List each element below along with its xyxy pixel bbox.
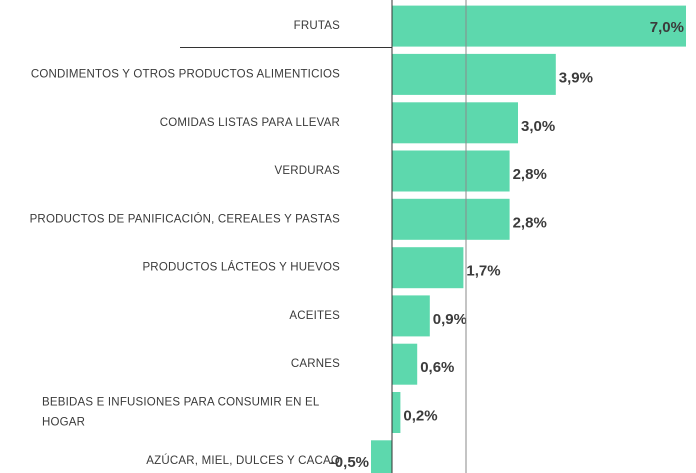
category-label: CONDIMENTOS Y OTROS PRODUCTOS ALIMENTICI… bbox=[31, 68, 340, 80]
category-labels: FRUTAS CONDIMENTOS Y OTROS PRODUCTOS ALIM… bbox=[30, 20, 341, 467]
bar-8 bbox=[392, 343, 418, 385]
value-label: 0,9% bbox=[433, 311, 467, 328]
bar-2 bbox=[392, 53, 556, 95]
value-label: -0,5% bbox=[330, 454, 369, 471]
value-labels: 7,0% 3,9% 3,0% 2,8% 2,8% 1,7% 0,9% 0,6% 0,2% -0,5… bbox=[330, 19, 684, 471]
bar-10 bbox=[371, 440, 392, 473]
value-label: 7,0% bbox=[650, 19, 684, 36]
category-label: FRUTAS bbox=[294, 20, 340, 32]
category-label: VERDURAS bbox=[274, 165, 340, 177]
value-label: 3,0% bbox=[521, 118, 555, 135]
category-label: CARNES bbox=[291, 358, 340, 370]
category-label: HOGAR bbox=[42, 417, 85, 429]
category-label: PRODUCTOS LÁCTEOS Y HUEVOS bbox=[142, 261, 340, 274]
bar-3 bbox=[392, 102, 518, 144]
axes bbox=[180, 0, 467, 473]
value-label: 1,7% bbox=[466, 263, 500, 280]
bar-5 bbox=[392, 198, 510, 240]
category-label: COMIDAS LISTAS PARA LLEVAR bbox=[160, 117, 340, 129]
bar-6 bbox=[392, 247, 464, 289]
category-label: ACEITES bbox=[289, 310, 340, 322]
value-label: 0,6% bbox=[420, 359, 454, 376]
category-label: AZÚCAR, MIEL, DULCES Y CACAO bbox=[146, 454, 340, 467]
value-label: 3,9% bbox=[559, 69, 593, 86]
category-label: PRODUCTOS DE PANIFICACIÓN, CEREALES Y PA… bbox=[30, 212, 341, 225]
value-label: 2,8% bbox=[513, 166, 547, 183]
category-label: BEBIDAS E INFUSIONES PARA CONSUMIR EN EL bbox=[42, 397, 320, 409]
bar-7 bbox=[392, 295, 430, 337]
bar-4 bbox=[392, 150, 510, 192]
value-label: 0,2% bbox=[403, 407, 437, 424]
bars bbox=[371, 5, 686, 473]
value-label: 2,8% bbox=[513, 214, 547, 231]
bar-9 bbox=[392, 392, 401, 433]
bar-1 bbox=[392, 5, 686, 47]
